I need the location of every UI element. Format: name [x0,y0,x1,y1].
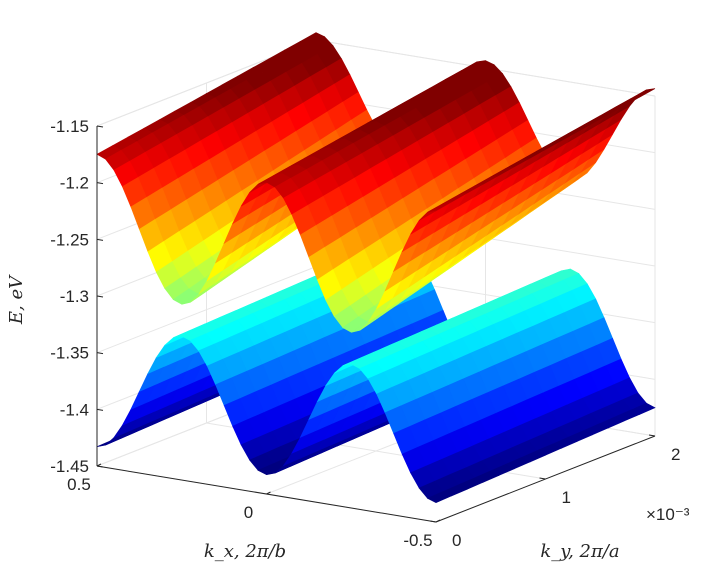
surface-plot [96,32,656,504]
z-tick-label: -1.15 [50,117,89,136]
z-tick-mark [96,125,104,128]
x-tick-mark [266,491,271,495]
x-axis-label: k_x, 2π/b [204,541,286,562]
x-tick-label: 0.5 [67,475,91,494]
z-tick-mark [96,408,104,411]
axes [96,125,656,523]
z-tick-mark [96,182,104,185]
y-tick-mark [648,434,656,437]
y-tick-label: 2 [671,445,680,464]
y-axis-label: k_y, 2π/a [540,541,619,562]
y-tick-label: 1 [562,488,571,507]
z-tick-label: -1.35 [50,344,89,363]
surface-patch-lower [426,491,453,504]
surface-patch-upper [427,201,452,213]
tick-labels: -1.15 -1.2 -1.25 -1.3 -1.35 -1.4 -1.450.5 0 -0.5… [50,117,680,550]
x-tick-label: 0 [244,503,253,522]
z-tick-mark [96,238,104,241]
y-tick-mark [539,477,546,480]
x-tick-label: -0.5 [403,531,432,550]
z-tick-mark [96,295,104,298]
z-tick-label: -1.3 [60,287,89,306]
band-upper [96,32,656,333]
y-exponent-label: ×10⁻³ [646,505,690,524]
z-tick-label: -1.4 [60,400,89,419]
y-tick-label: 0 [452,531,461,550]
z-tick-mark [96,465,104,468]
z-tick-mark [96,352,104,355]
x-tick-mark [96,463,102,467]
z-tick-label: -1.25 [50,230,89,249]
z-tick-label: -1.2 [60,174,89,193]
z-tick-label: -1.45 [50,457,89,476]
surface-patch-upper [630,88,656,99]
x-tick-mark [435,519,441,523]
z-axis-label: E, eV [6,274,27,325]
y-tick-mark [429,520,437,523]
